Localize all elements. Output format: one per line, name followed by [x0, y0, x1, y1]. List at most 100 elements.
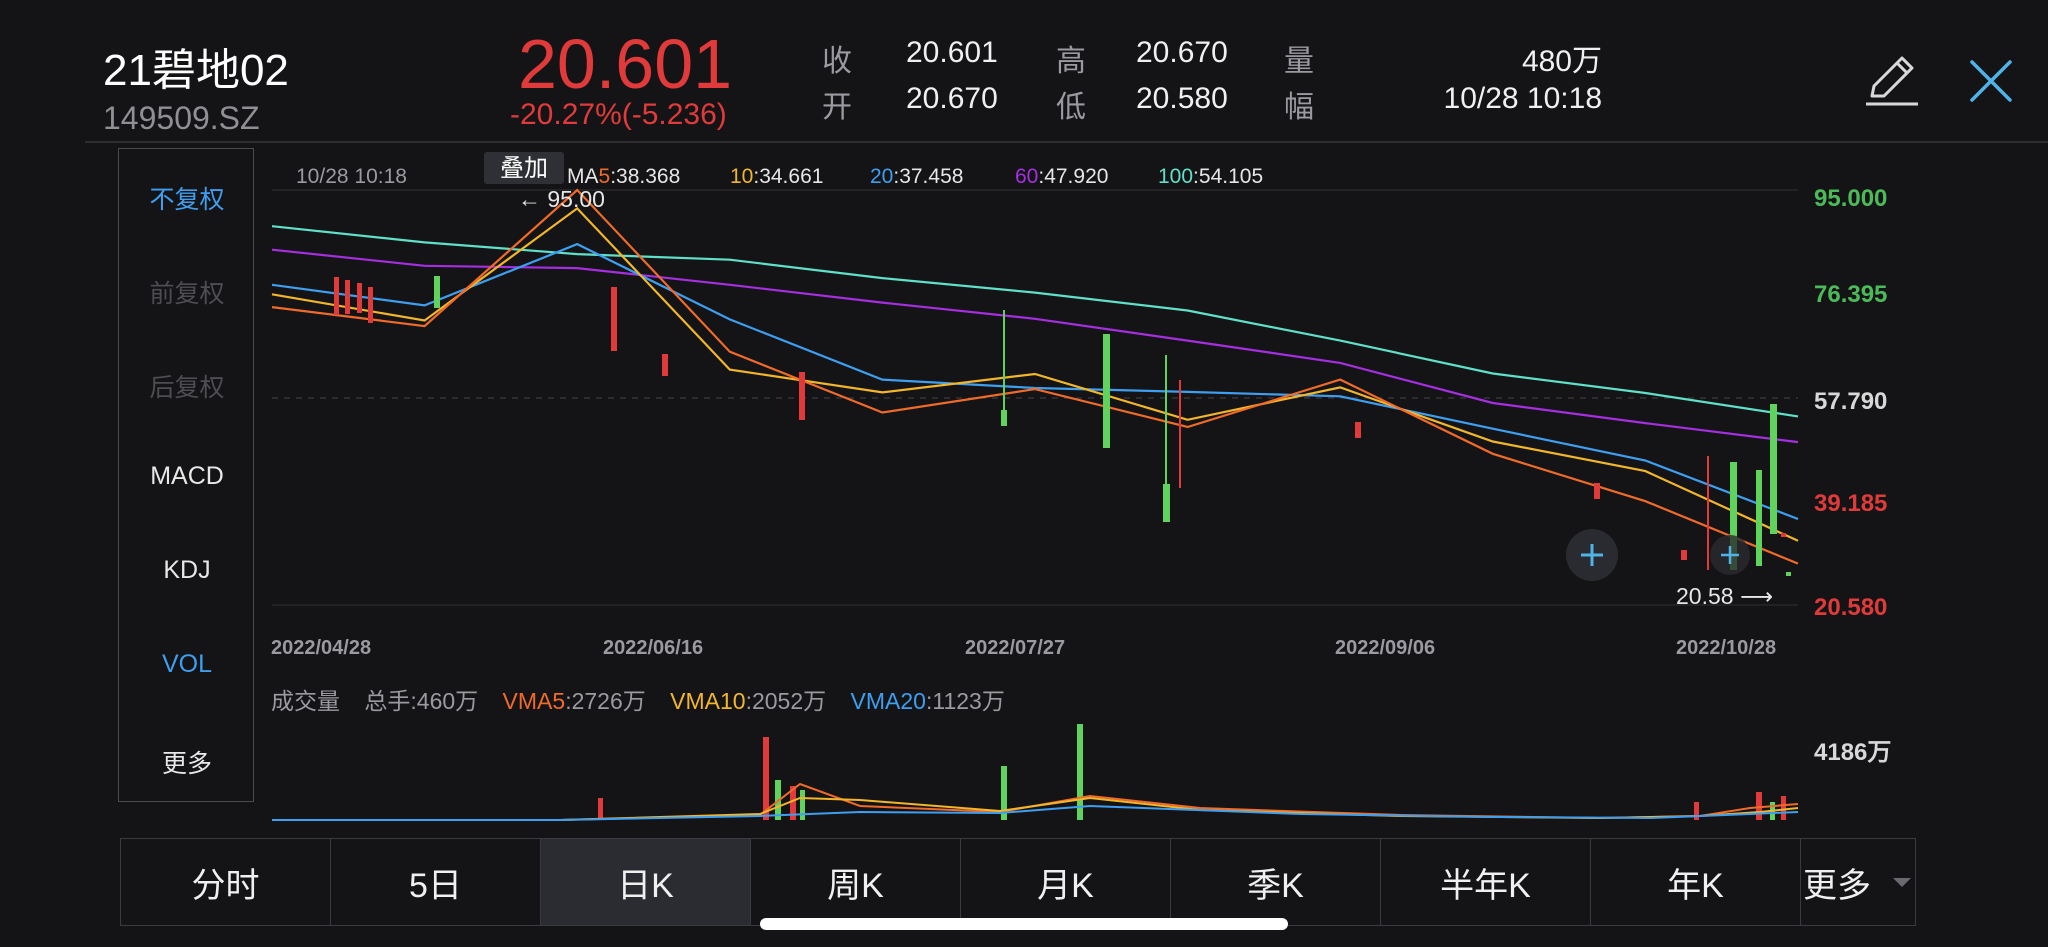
candle: [357, 283, 362, 313]
legend-time: 10/28 10:18: [296, 165, 407, 188]
y-label-57: 57.790: [1814, 388, 1887, 415]
backward-adjust-option[interactable]: 后复权: [149, 374, 225, 402]
tab-more[interactable]: 更多: [1801, 839, 1915, 925]
tab-intraday[interactable]: 分时: [121, 839, 331, 925]
volume-bars: [598, 724, 1786, 820]
candle: [1355, 422, 1361, 438]
more-indicators-option[interactable]: 更多: [161, 750, 212, 778]
overlay-button[interactable]: 叠加: [500, 155, 548, 182]
ma60-line: [271, 248, 1799, 444]
volume-bar: [1001, 766, 1007, 820]
add-indicator-button[interactable]: [1566, 529, 1618, 581]
max-price-marker: ← 95.00: [518, 186, 605, 212]
volume-legend: 成交量 总手:460万 VMA5:2726万 VMA10:2052万 VMA20…: [271, 688, 1005, 714]
x-label-0906: 2022/09/06: [1335, 637, 1435, 659]
close-value: 20.601: [906, 36, 998, 69]
ma10-line: [271, 206, 1799, 542]
last-price: 20.601: [518, 25, 733, 103]
x-label-0727: 2022/07/27: [965, 637, 1065, 659]
vma5-line: [272, 782, 1799, 821]
ma100-line: [271, 225, 1799, 418]
candle: [1594, 483, 1600, 499]
tab-weekly-k[interactable]: 周K: [751, 839, 961, 925]
x-label-1028: 2022/10/28: [1676, 637, 1776, 659]
volume-label: 量: [1284, 45, 1314, 78]
volume-bar: [1694, 802, 1699, 820]
candle: [662, 354, 668, 376]
candle: [1103, 334, 1110, 448]
no-adjust-option[interactable]: 不复权: [149, 186, 225, 214]
candle: [1786, 572, 1791, 576]
ma5-line: [271, 188, 1799, 565]
period-tab-bar: 分时 5日 日K 周K 月K 季K 半年K 年K 更多: [120, 838, 1916, 926]
quote-time: 10/28 10:18: [1443, 82, 1602, 115]
legend-ma20: 20:37.458: [870, 165, 963, 188]
y-label-20: 20.580: [1814, 594, 1887, 621]
tab-quarterly-k[interactable]: 季K: [1171, 839, 1381, 925]
stock-code: 149509.SZ: [103, 100, 260, 136]
vma20-line: [272, 804, 1799, 821]
min-price-marker: 20.58 ⟶: [1676, 583, 1773, 609]
overlay-button-bg[interactable]: [484, 152, 564, 184]
candle: [1730, 462, 1737, 570]
amplitude-label: 幅: [1284, 91, 1314, 124]
volume-max-label: 4186万: [1814, 739, 1891, 766]
candle: [1001, 410, 1007, 426]
chart-options-panel: 不复权 前复权 后复权 MACD KDJ VOL 更多: [118, 148, 254, 802]
candlesticks: [334, 276, 1791, 576]
tab-yearly-k[interactable]: 年K: [1591, 839, 1801, 925]
forward-adjust-option[interactable]: 前复权: [149, 280, 225, 308]
volume-bar: [1781, 796, 1786, 820]
tab-halfyear-k[interactable]: 半年K: [1381, 839, 1591, 925]
home-indicator: [760, 918, 1288, 930]
candle: [1781, 533, 1786, 537]
open-value: 20.670: [906, 82, 998, 115]
candle: [334, 277, 339, 315]
close-label: 收: [822, 45, 852, 78]
volume-bar: [763, 737, 769, 820]
tab-5day[interactable]: 5日: [331, 839, 541, 925]
crosshair-plus-icon[interactable]: [1710, 535, 1750, 575]
candle: [611, 287, 617, 351]
high-label: 高: [1056, 45, 1086, 78]
tab-daily-k[interactable]: 日K: [541, 839, 751, 925]
legend-ma60: 60:47.920: [1015, 165, 1108, 188]
macd-option[interactable]: MACD: [150, 462, 224, 490]
low-label: 低: [1056, 91, 1086, 124]
dropdown-triangle-icon: [1893, 878, 1911, 887]
low-value: 20.580: [1136, 82, 1228, 115]
candle: [368, 287, 373, 323]
legend-ma100: 100:54.105: [1158, 165, 1263, 188]
volume-bar: [1756, 792, 1762, 820]
y-label-95: 95.000: [1814, 185, 1887, 212]
high-value: 20.670: [1136, 36, 1228, 69]
tab-monthly-k[interactable]: 月K: [961, 839, 1171, 925]
price-change: -20.27%(-5.236): [510, 98, 727, 131]
y-label-76: 76.395: [1814, 281, 1887, 308]
candle: [1756, 470, 1762, 566]
volume-value: 480万: [1521, 45, 1602, 78]
legend-ma10: 10:34.661: [730, 165, 823, 188]
header-divider: [85, 141, 2048, 143]
volume-bar: [790, 786, 796, 820]
x-label-0616: 2022/06/16: [603, 637, 703, 659]
vol-option[interactable]: VOL: [161, 650, 213, 678]
volume-bar: [598, 798, 603, 820]
candle: [799, 372, 805, 420]
tab-more-label: 更多: [1803, 866, 1871, 905]
kdj-option[interactable]: KDJ: [163, 556, 211, 584]
open-label: 开: [822, 91, 852, 124]
close-icon[interactable]: [1968, 58, 2014, 104]
y-label-39: 39.185: [1814, 490, 1887, 517]
pencil-icon[interactable]: [1862, 52, 1920, 108]
candle: [1681, 550, 1687, 560]
volume-bar: [800, 790, 805, 820]
kline-chart[interactable]: 10/28 10:18 叠加 MA5:38.368 10:34.661 20:3…: [0, 0, 2048, 830]
legend-ma5: MA5:38.368: [567, 165, 680, 188]
x-label-0428: 2022/04/28: [271, 637, 371, 659]
candle: [1163, 484, 1170, 522]
candle: [1770, 404, 1777, 534]
volume-bar: [1077, 724, 1083, 820]
candle: [345, 280, 350, 314]
candle: [434, 276, 440, 308]
